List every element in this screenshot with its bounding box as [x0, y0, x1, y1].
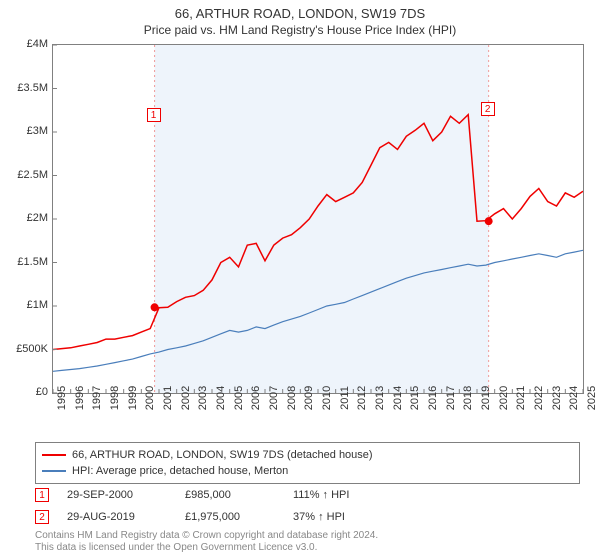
chart-subtitle: Price paid vs. HM Land Registry's House … [0, 21, 600, 37]
legend-swatch-2 [42, 470, 66, 472]
x-tick-label: 1995 [56, 386, 68, 410]
y-tick-label: £0 [36, 386, 48, 398]
x-tick-label: 1997 [91, 386, 103, 410]
legend-row-1: 66, ARTHUR ROAD, LONDON, SW19 7DS (detac… [42, 447, 573, 463]
plot-svg [53, 45, 583, 393]
x-tick-label: 2006 [250, 386, 262, 410]
event-pct-2: 37% ↑ HPI [293, 511, 413, 523]
y-tick-label: £1M [27, 299, 48, 311]
y-tick-label: £3M [27, 125, 48, 137]
x-tick-label: 2012 [356, 386, 368, 410]
x-tick-label: 2009 [303, 386, 315, 410]
x-tick-label: 2020 [498, 386, 510, 410]
footer-line-2: This data is licensed under the Open Gov… [35, 542, 580, 554]
y-tick-label: £3.5M [17, 82, 48, 94]
x-tick-label: 2004 [215, 386, 227, 410]
x-tick-label: 2000 [144, 386, 156, 410]
x-tick-label: 2013 [374, 386, 386, 410]
y-tick-label: £2.5M [17, 169, 48, 181]
x-tick-label: 2023 [551, 386, 563, 410]
x-tick-label: 1996 [74, 386, 86, 410]
y-tick-label: £1.5M [17, 256, 48, 268]
event-price-2: £1,975,000 [185, 511, 275, 523]
x-tick-label: 2005 [233, 386, 245, 410]
event-price-1: £985,000 [185, 489, 275, 501]
x-tick-label: 2024 [568, 386, 580, 410]
event-row-1: 1 29-SEP-2000 £985,000 111% ↑ HPI [35, 484, 580, 506]
footer-line-1: Contains HM Land Registry data © Crown c… [35, 530, 580, 542]
legend-label-2: HPI: Average price, detached house, Mert… [72, 465, 288, 477]
legend-label-1: 66, ARTHUR ROAD, LONDON, SW19 7DS (detac… [72, 449, 373, 461]
x-tick-label: 2025 [586, 386, 598, 410]
marker-box-2: 2 [481, 102, 495, 116]
x-tick-label: 2021 [515, 386, 527, 410]
plot-region [52, 44, 584, 394]
marker-box-1: 1 [147, 108, 161, 122]
y-tick-label: £500K [16, 343, 48, 355]
event-num-2: 2 [35, 510, 49, 524]
x-tick-label: 2014 [392, 386, 404, 410]
legend-row-2: HPI: Average price, detached house, Mert… [42, 463, 573, 479]
chart-container: 66, ARTHUR ROAD, LONDON, SW19 7DS Price … [0, 0, 600, 560]
events-table: 1 29-SEP-2000 £985,000 111% ↑ HPI 2 29-A… [35, 484, 580, 528]
x-tick-label: 2008 [286, 386, 298, 410]
x-tick-label: 2001 [162, 386, 174, 410]
x-tick-label: 2017 [445, 386, 457, 410]
legend: 66, ARTHUR ROAD, LONDON, SW19 7DS (detac… [35, 442, 580, 484]
x-tick-label: 2011 [339, 386, 351, 410]
x-tick-label: 2019 [480, 386, 492, 410]
event-pct-1: 111% ↑ HPI [293, 489, 413, 501]
y-tick-label: £4M [27, 38, 48, 50]
x-tick-label: 2015 [409, 386, 421, 410]
event-date-2: 29-AUG-2019 [67, 511, 167, 523]
chart-title: 66, ARTHUR ROAD, LONDON, SW19 7DS [0, 0, 600, 21]
x-tick-label: 2003 [197, 386, 209, 410]
chart-area: £0£500K£1M£1.5M£2M£2.5M£3M£3.5M£4M 19951… [52, 44, 584, 394]
x-tick-label: 2022 [533, 386, 545, 410]
x-tick-label: 2002 [180, 386, 192, 410]
x-tick-label: 2007 [268, 386, 280, 410]
footer: Contains HM Land Registry data © Crown c… [35, 530, 580, 554]
x-tick-label: 1999 [127, 386, 139, 410]
x-tick-label: 1998 [109, 386, 121, 410]
x-tick-label: 2018 [462, 386, 474, 410]
y-tick-label: £2M [27, 212, 48, 224]
event-date-1: 29-SEP-2000 [67, 489, 167, 501]
x-tick-label: 2010 [321, 386, 333, 410]
event-row-2: 2 29-AUG-2019 £1,975,000 37% ↑ HPI [35, 506, 580, 528]
event-num-1: 1 [35, 488, 49, 502]
legend-swatch-1 [42, 454, 66, 456]
x-tick-label: 2016 [427, 386, 439, 410]
